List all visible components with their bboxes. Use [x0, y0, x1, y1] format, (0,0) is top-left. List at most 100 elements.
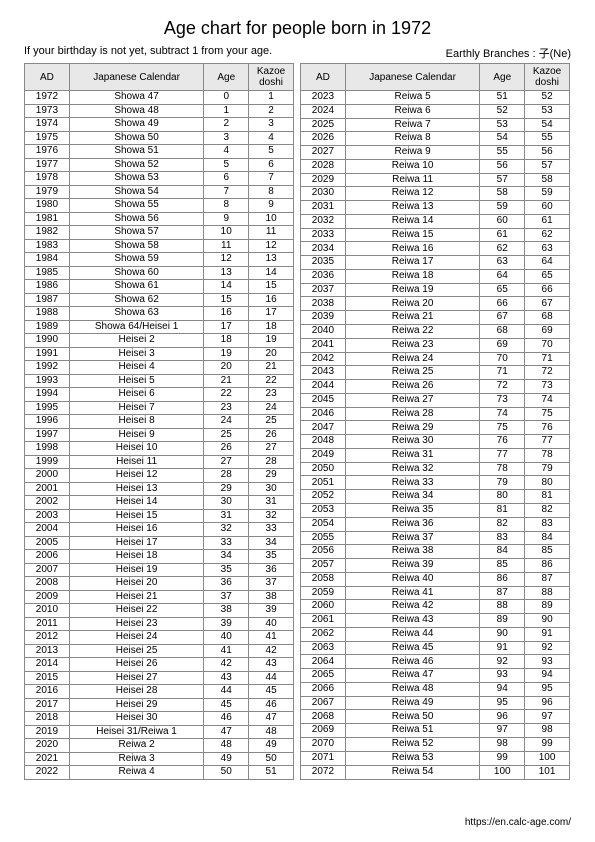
th-ad: AD: [25, 64, 70, 91]
th-kazoe: Kazoe doshi: [249, 64, 294, 91]
cell-age: 21: [204, 374, 249, 388]
table-row: 2061Reiwa 438990: [301, 614, 570, 628]
cell-ad: 2052: [301, 490, 346, 504]
cell-age: 26: [204, 442, 249, 456]
table-row: 2042Reiwa 247071: [301, 352, 570, 366]
cell-jp: Heisei 13: [69, 482, 204, 496]
table-row: 2011Heisei 233940: [25, 617, 294, 631]
cell-jp: Reiwa 21: [345, 311, 480, 325]
cell-age: 83: [480, 531, 525, 545]
cell-age: 49: [204, 752, 249, 766]
cell-age: 79: [480, 476, 525, 490]
cell-ad: 1984: [25, 253, 70, 267]
table-row: 2031Reiwa 135960: [301, 201, 570, 215]
table-row: 2024Reiwa 65253: [301, 104, 570, 118]
cell-jp: Showa 54: [69, 185, 204, 199]
table-row: 2019Heisei 31/Reiwa 14748: [25, 725, 294, 739]
table-row: 2003Heisei 153132: [25, 509, 294, 523]
cell-age: 6: [204, 172, 249, 186]
cell-kz: 51: [249, 766, 294, 780]
cell-ad: 1975: [25, 131, 70, 145]
cell-age: 42: [204, 658, 249, 672]
cell-jp: Reiwa 30: [345, 435, 480, 449]
table-row: 2047Reiwa 297576: [301, 421, 570, 435]
cell-age: 41: [204, 644, 249, 658]
cell-kz: 63: [525, 242, 570, 256]
cell-jp: Reiwa 12: [345, 187, 480, 201]
cell-kz: 4: [249, 131, 294, 145]
cell-ad: 1974: [25, 118, 70, 132]
cell-jp: Reiwa 42: [345, 600, 480, 614]
table-row: 1984Showa 591213: [25, 253, 294, 267]
cell-age: 87: [480, 586, 525, 600]
cell-jp: Reiwa 24: [345, 352, 480, 366]
table-row: 2059Reiwa 418788: [301, 586, 570, 600]
cell-jp: Reiwa 26: [345, 380, 480, 394]
cell-jp: Showa 58: [69, 239, 204, 253]
th-jp: Japanese Calendar: [69, 64, 204, 91]
cell-kz: 77: [525, 435, 570, 449]
cell-age: 17: [204, 320, 249, 334]
cell-age: 55: [480, 146, 525, 160]
th-jp: Japanese Calendar: [345, 64, 480, 91]
cell-ad: 1990: [25, 334, 70, 348]
cell-jp: Reiwa 46: [345, 655, 480, 669]
cell-age: 46: [204, 712, 249, 726]
table-row: 2057Reiwa 398586: [301, 559, 570, 573]
cell-jp: Heisei 21: [69, 590, 204, 604]
cell-jp: Heisei 17: [69, 536, 204, 550]
table-row: 1992Heisei 42021: [25, 361, 294, 375]
cell-jp: Reiwa 48: [345, 682, 480, 696]
cell-age: 34: [204, 550, 249, 564]
cell-kz: 83: [525, 517, 570, 531]
cell-ad: 2064: [301, 655, 346, 669]
cell-ad: 2072: [301, 765, 346, 779]
cell-kz: 69: [525, 325, 570, 339]
table-row: 1980Showa 5589: [25, 199, 294, 213]
cell-kz: 36: [249, 563, 294, 577]
cell-kz: 66: [525, 283, 570, 297]
cell-age: 54: [480, 132, 525, 146]
cell-kz: 22: [249, 374, 294, 388]
table-row: 2062Reiwa 449091: [301, 627, 570, 641]
cell-kz: 34: [249, 536, 294, 550]
cell-age: 52: [480, 104, 525, 118]
cell-kz: 79: [525, 462, 570, 476]
cell-kz: 42: [249, 644, 294, 658]
cell-kz: 31: [249, 496, 294, 510]
cell-ad: 2023: [301, 91, 346, 105]
cell-jp: Heisei 26: [69, 658, 204, 672]
cell-jp: Showa 50: [69, 131, 204, 145]
cell-jp: Heisei 12: [69, 469, 204, 483]
table-row: 2017Heisei 294546: [25, 698, 294, 712]
table-row: 2064Reiwa 469293: [301, 655, 570, 669]
cell-age: 53: [480, 118, 525, 132]
cell-age: 22: [204, 388, 249, 402]
cell-kz: 5: [249, 145, 294, 159]
cell-ad: 2033: [301, 228, 346, 242]
cell-jp: Showa 61: [69, 280, 204, 294]
cell-ad: 2026: [301, 132, 346, 146]
th-ad: AD: [301, 64, 346, 91]
cell-age: 45: [204, 698, 249, 712]
cell-ad: 2045: [301, 393, 346, 407]
cell-age: 89: [480, 614, 525, 628]
cell-ad: 2017: [25, 698, 70, 712]
cell-jp: Heisei 31/Reiwa 1: [69, 725, 204, 739]
cell-kz: 46: [249, 698, 294, 712]
cell-kz: 18: [249, 320, 294, 334]
cell-kz: 53: [525, 104, 570, 118]
cell-jp: Heisei 18: [69, 550, 204, 564]
table-row: 1993Heisei 52122: [25, 374, 294, 388]
table-row: 1981Showa 56910: [25, 212, 294, 226]
cell-jp: Heisei 27: [69, 671, 204, 685]
cell-jp: Reiwa 35: [345, 503, 480, 517]
cell-age: 28: [204, 469, 249, 483]
cell-age: 39: [204, 617, 249, 631]
cell-jp: Showa 48: [69, 104, 204, 118]
table-row: 1973Showa 4812: [25, 104, 294, 118]
table-row: 1985Showa 601314: [25, 266, 294, 280]
cell-kz: 23: [249, 388, 294, 402]
cell-age: 61: [480, 228, 525, 242]
cell-ad: 2071: [301, 751, 346, 765]
